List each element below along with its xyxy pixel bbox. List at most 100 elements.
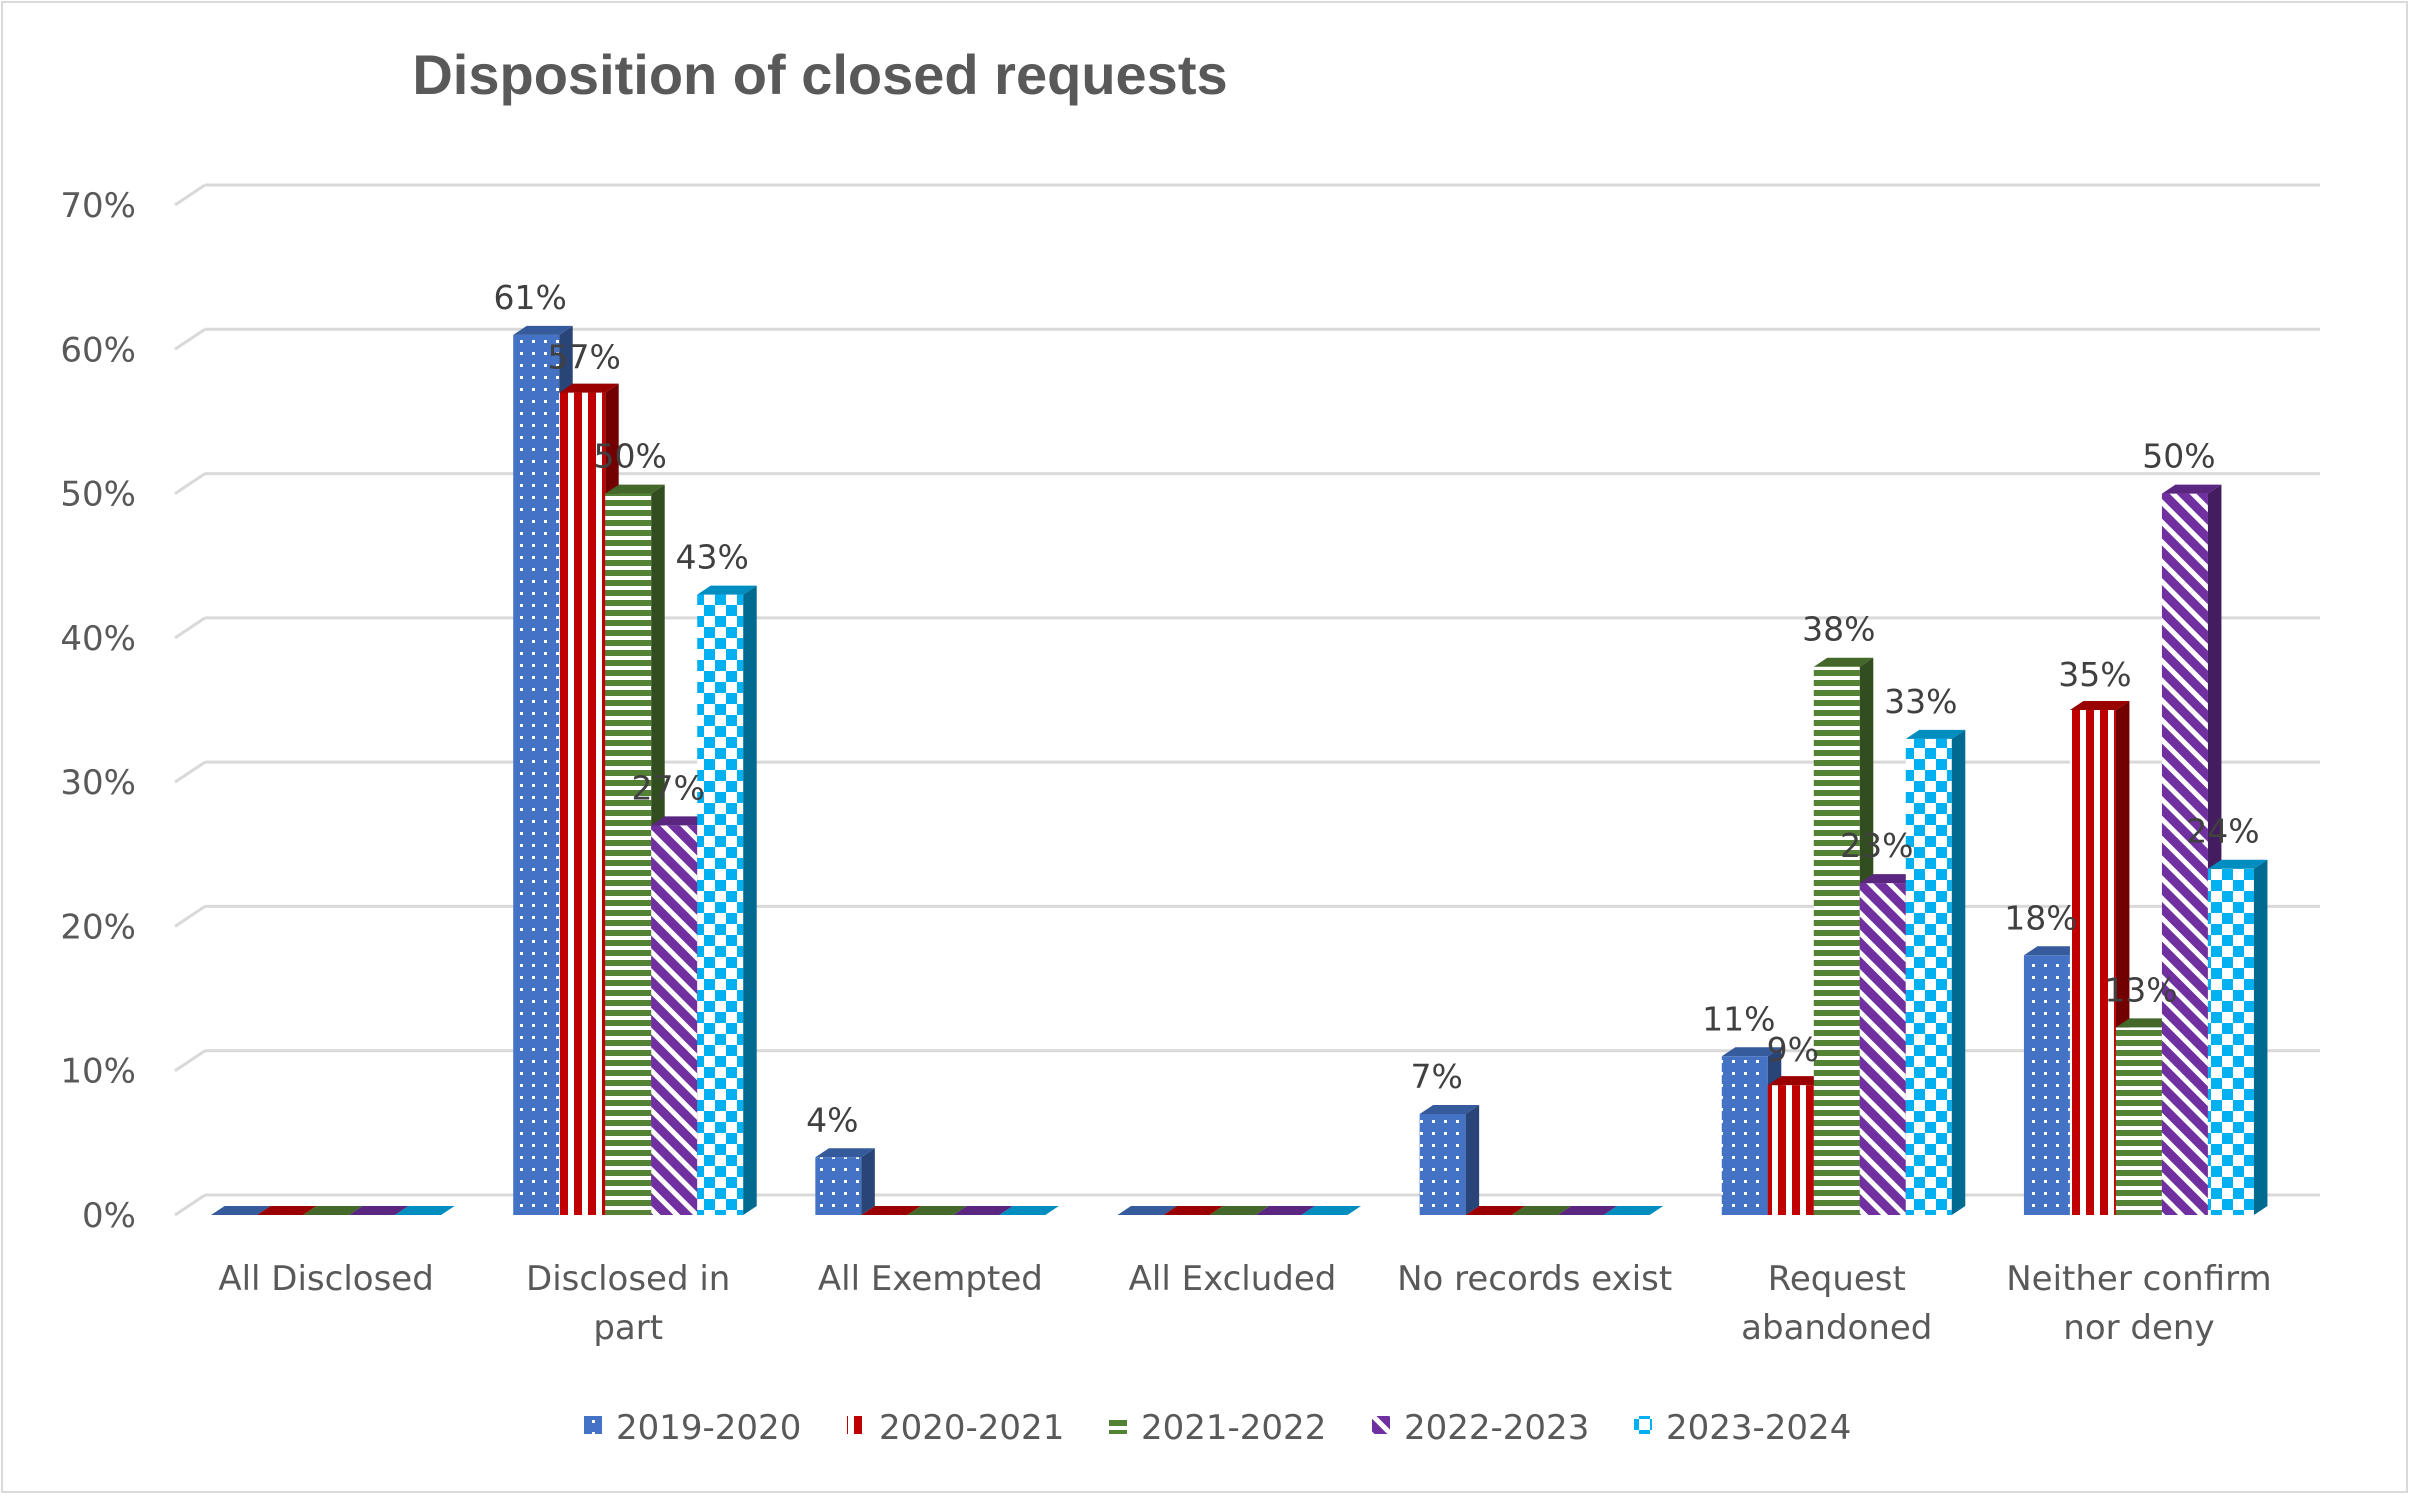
legend-label: 2023-2024 <box>1666 1408 1851 1448</box>
bar-top <box>559 383 619 393</box>
gridline-depth <box>174 760 206 784</box>
category-label: Request <box>1768 1259 1906 1299</box>
category-label: All Exempted <box>818 1259 1043 1299</box>
legend-label: 2019-2020 <box>616 1408 801 1448</box>
legend-swatch <box>1109 1416 1127 1434</box>
y-tick-label: 0% <box>82 1196 136 1236</box>
bar <box>1905 729 1966 1215</box>
bar-top <box>1511 1206 1572 1215</box>
bar <box>1163 1206 1223 1216</box>
data-labels: 61% 57% 50% 27% 43% 4% 7% 11%9% 38% 23% 33% 18% 35% 1… <box>494 278 2260 1139</box>
bar <box>861 1206 921 1216</box>
bar-front <box>513 334 560 1215</box>
legend: 2019-2020 2020-2021 2021-2022 2022-2023 2023… <box>584 1408 1851 1448</box>
legend-label: 2021-2022 <box>1141 1408 1326 1448</box>
legend-item: 2021-2022 <box>1109 1408 1326 1448</box>
bar-top <box>1813 657 1874 667</box>
bar-top <box>2161 484 2222 494</box>
legend-swatch <box>1372 1416 1390 1434</box>
bar-top <box>1557 1206 1618 1215</box>
data-label: 35% <box>2058 655 2131 694</box>
bar <box>1603 1206 1664 1216</box>
bar-front <box>651 825 698 1215</box>
data-label: 13% <box>2104 970 2177 1009</box>
bar-top <box>1209 1206 1269 1215</box>
gridline-depth <box>174 183 206 207</box>
bar-top <box>1419 1105 1480 1114</box>
bar-top <box>2115 1018 2176 1028</box>
bar <box>1209 1206 1269 1216</box>
bar-top <box>1905 729 1966 739</box>
bar-top <box>605 484 665 494</box>
bar <box>303 1206 363 1216</box>
bar-top <box>303 1206 363 1215</box>
category-label: part <box>593 1308 663 1348</box>
bar-front <box>1813 666 1860 1215</box>
data-label: 18% <box>2004 898 2077 937</box>
legend-label: 2020-2021 <box>879 1408 1064 1448</box>
bar-front <box>605 493 652 1216</box>
bar-top <box>999 1206 1059 1215</box>
bar <box>1419 1105 1480 1215</box>
legend-item: 2023-2024 <box>1634 1408 1851 1448</box>
bar <box>1511 1206 1572 1216</box>
bar <box>697 585 757 1215</box>
bar-top <box>1603 1206 1664 1215</box>
bar-top <box>2069 701 2130 710</box>
bar <box>953 1206 1013 1216</box>
bar-side <box>2253 859 2268 1215</box>
legend-swatch <box>584 1416 602 1434</box>
data-label: 50% <box>2142 437 2215 476</box>
bar-top <box>257 1206 317 1215</box>
chart-title: Disposition of closed requests <box>412 43 1227 106</box>
bar-top <box>1721 1047 1782 1057</box>
data-label: 23% <box>1840 826 1913 865</box>
bar-top <box>349 1206 409 1215</box>
gridline-depth <box>174 616 206 640</box>
legend-label: 2022-2023 <box>1404 1408 1589 1448</box>
bar-front <box>2161 493 2208 1216</box>
data-label: 57% <box>548 338 621 377</box>
data-label: 61% <box>494 278 567 317</box>
bar <box>2207 859 2268 1215</box>
data-label: 50% <box>594 437 667 476</box>
data-label: 27% <box>632 768 705 807</box>
data-label: 33% <box>1884 682 1957 721</box>
data-label: 24% <box>2186 812 2259 851</box>
bar <box>395 1206 455 1216</box>
legend-swatch <box>847 1416 865 1434</box>
bar <box>1465 1206 1526 1216</box>
data-label: 9% <box>1767 1030 1819 1069</box>
gridline-depth <box>174 1049 206 1072</box>
y-tick-label: 70% <box>60 186 136 226</box>
bar-side <box>861 1148 875 1215</box>
bar-top <box>2023 946 2084 956</box>
data-label: 38% <box>1802 610 1875 649</box>
legend-item: 2019-2020 <box>584 1408 801 1448</box>
bar <box>815 1148 875 1215</box>
bar-side <box>743 585 757 1215</box>
bar-top <box>697 585 757 595</box>
bar-top <box>1859 874 1920 884</box>
legend-item: 2022-2023 <box>1372 1408 1589 1448</box>
bar-front <box>1419 1114 1466 1215</box>
bar-front <box>2207 868 2254 1215</box>
bar <box>349 1206 409 1216</box>
bar-top <box>861 1206 921 1215</box>
bar-top <box>1465 1206 1526 1215</box>
bar-front <box>1721 1056 1768 1215</box>
gridlines <box>174 183 2320 1217</box>
bar <box>1557 1206 1618 1216</box>
bar-top <box>1163 1206 1223 1215</box>
bar-top <box>907 1206 967 1215</box>
bar <box>211 1206 271 1216</box>
category-label: abandoned <box>1741 1308 1932 1348</box>
bar-front <box>815 1157 862 1215</box>
y-tick-label: 60% <box>60 330 136 370</box>
bar-top <box>815 1148 875 1158</box>
bar-top <box>211 1206 271 1215</box>
bar-front <box>2115 1027 2162 1215</box>
category-label: No records exist <box>1397 1259 1672 1299</box>
